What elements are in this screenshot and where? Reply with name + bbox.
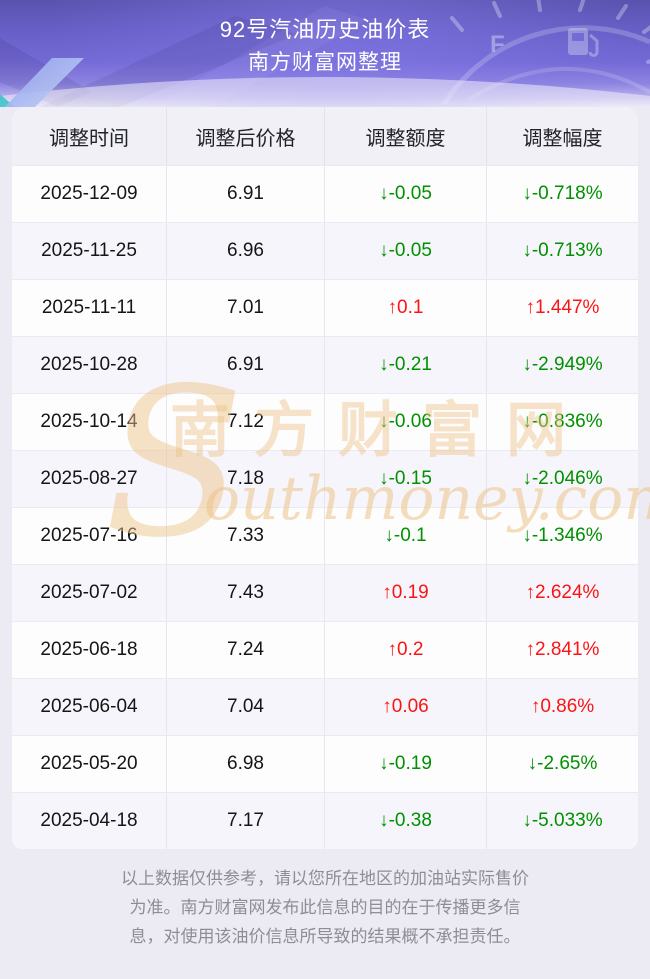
cell-percent: ↑2.841% [525, 639, 600, 660]
table-row: 2025-06-04 7.04 ↑0.06 ↑0.86% [12, 678, 638, 735]
table-row: 2025-06-18 7.24 ↑0.2 ↑2.841% [12, 621, 638, 678]
table-row: 2025-10-14 7.12 ↓-0.06 ↓-0.836% [12, 393, 638, 450]
cell-change: ↓-0.06 [325, 394, 487, 450]
cell-price: 7.33 [167, 508, 325, 564]
cell-percent: ↓-5.033% [522, 810, 603, 831]
cell-percent: ↓-0.836% [522, 411, 603, 432]
gauge-full-letter: F [490, 31, 505, 58]
table-header-row: 调整时间 调整后价格 调整额度 调整幅度 [12, 107, 638, 165]
disclaimer-line: 息，对使用该油价信息所导致的结果概不承担责任。 [129, 927, 521, 946]
cell-price: 6.98 [167, 736, 325, 792]
table-row: 2025-08-27 7.18 ↓-0.15 ↓-2.046% [12, 450, 638, 507]
page-subtitle: 南方财富网整理 [248, 51, 402, 74]
disclaimer-line: 为准。南方财富网发布此信息的目的在于传播更多信 [129, 898, 521, 917]
cell-price: 7.18 [167, 451, 325, 507]
cell-date: 2025-11-25 [12, 223, 167, 279]
blue-ribbon [4, 58, 84, 107]
cell-change: ↓-0.1 [325, 508, 487, 564]
wave-shape [0, 77, 650, 107]
table-row: 2025-07-02 7.43 ↑0.19 ↑2.624% [12, 564, 638, 621]
col-header-price: 调整后价格 [167, 107, 325, 165]
cell-percent: ↓-2.65% [527, 753, 598, 774]
cell-price: 7.43 [167, 565, 325, 621]
cell-price: 7.24 [167, 622, 325, 678]
cell-date: 2025-06-04 [12, 679, 167, 735]
cell-change: ↓-0.38 [325, 793, 487, 849]
cell-price: 6.91 [167, 166, 325, 222]
cell-date: 2025-07-02 [12, 565, 167, 621]
cell-change: ↑0.19 [325, 565, 487, 621]
cell-date: 2025-11-11 [12, 280, 167, 336]
cell-change: ↓-0.21 [325, 337, 487, 393]
table-row: 2025-04-18 7.17 ↓-0.38 ↓-5.033% [12, 792, 638, 849]
header-banner: F 92号汽油历史油价表 南方财富网整理 [0, 0, 650, 107]
cell-change: ↓-0.05 [325, 223, 487, 279]
cell-change: ↓-0.19 [325, 736, 487, 792]
disclaimer: 以上数据仅供参考，请以您所在地区的加油站实际售价 为准。南方财富网发布此信息的目… [0, 864, 650, 951]
cell-price: 7.01 [167, 280, 325, 336]
cell-date: 2025-04-18 [12, 793, 167, 849]
cell-date: 2025-08-27 [12, 451, 167, 507]
cell-change: ↑0.1 [325, 280, 487, 336]
col-header-date: 调整时间 [12, 107, 167, 165]
cell-price: 7.17 [167, 793, 325, 849]
cell-price: 7.12 [167, 394, 325, 450]
cell-date: 2025-10-28 [12, 337, 167, 393]
fuel-pump-icon [568, 28, 599, 57]
cell-percent: ↓-2.949% [522, 354, 603, 375]
cell-change: ↓-0.15 [325, 451, 487, 507]
cell-price: 6.91 [167, 337, 325, 393]
table-row: 2025-11-11 7.01 ↑0.1 ↑1.447% [12, 279, 638, 336]
cell-change: ↑0.2 [325, 622, 487, 678]
cell-percent: ↑0.86% [530, 696, 595, 717]
col-header-change: 调整额度 [325, 107, 487, 165]
cell-date: 2025-05-20 [12, 736, 167, 792]
cell-date: 2025-06-18 [12, 622, 167, 678]
banner-text: 92号汽油历史油价表 南方财富网整理 [0, 13, 650, 79]
cell-percent: ↓-1.346% [522, 525, 603, 546]
table-body: 2025-12-09 6.91 ↓-0.05 ↓-0.718% 2025-11-25 6.… [12, 165, 638, 849]
cell-percent: ↑1.447% [525, 297, 600, 318]
cell-change: ↑0.06 [325, 679, 487, 735]
disclaimer-line: 以上数据仅供参考，请以您所在地区的加油站实际售价 [121, 869, 529, 888]
cell-percent: ↑2.624% [525, 582, 600, 603]
table-row: 2025-10-28 6.91 ↓-0.21 ↓-2.949% [12, 336, 638, 393]
table-row: 2025-05-20 6.98 ↓-0.19 ↓-2.65% [12, 735, 638, 792]
price-table: 调整时间 调整后价格 调整额度 调整幅度 2025-12-09 6.91 ↓-0.0… [12, 107, 638, 849]
header-art: F [0, 0, 650, 107]
page-title: 92号汽油历史油价表 [219, 17, 431, 42]
table-row: 2025-12-09 6.91 ↓-0.05 ↓-0.718% [12, 165, 638, 222]
table-row: 2025-11-25 6.96 ↓-0.05 ↓-0.713% [12, 222, 638, 279]
cell-date: 2025-10-14 [12, 394, 167, 450]
cell-percent: ↓-2.046% [522, 468, 603, 489]
cell-percent: ↓-0.718% [522, 183, 603, 204]
cell-change: ↓-0.05 [325, 166, 487, 222]
cell-date: 2025-12-09 [12, 166, 167, 222]
col-header-percent: 调整幅度 [522, 127, 603, 150]
cell-percent: ↓-0.713% [522, 240, 603, 261]
cell-price: 7.04 [167, 679, 325, 735]
cell-date: 2025-07-16 [12, 508, 167, 564]
table-row: 2025-07-16 7.33 ↓-0.1 ↓-1.346% [12, 507, 638, 564]
cell-price: 6.96 [167, 223, 325, 279]
photo-hint-shape [40, 16, 298, 107]
